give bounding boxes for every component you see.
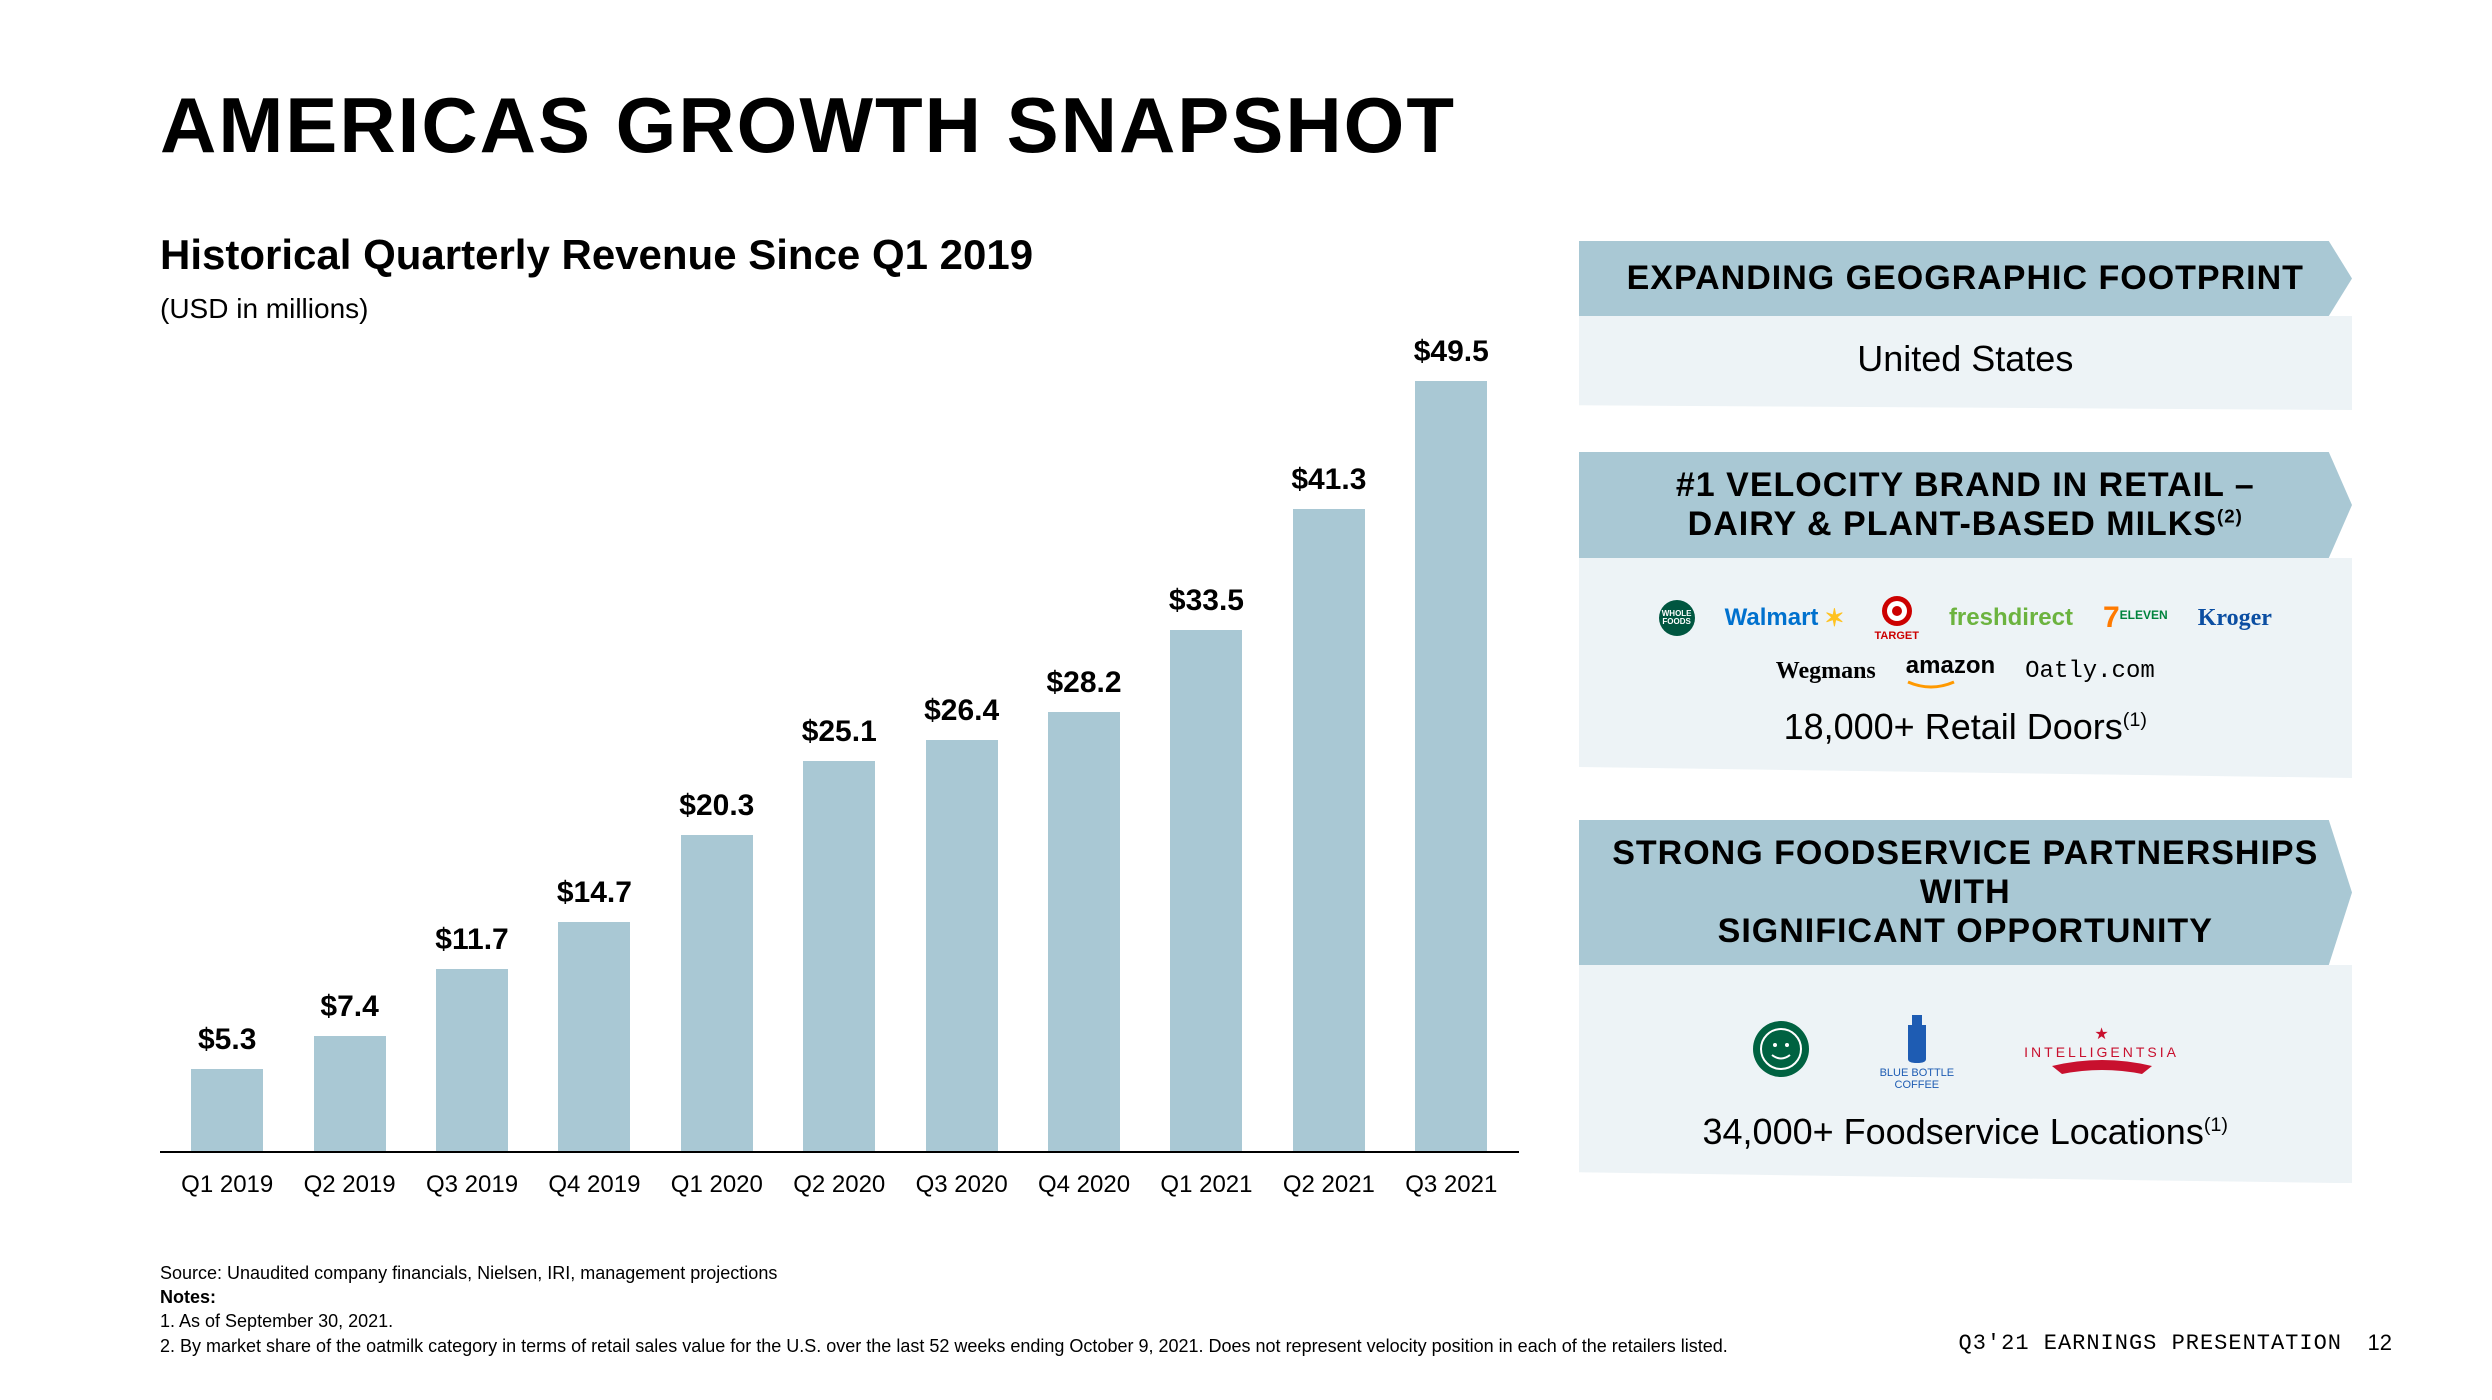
foodservice-foot-sup: (1)	[2204, 1114, 2228, 1136]
bar	[1048, 712, 1120, 1151]
foodservice-banner-line1: STRONG FOODSERVICE PARTNERSHIPS WITH	[1612, 834, 2318, 911]
bar	[1170, 630, 1242, 1151]
footer-right: Q3'21 EARNINGS PRESENTATION	[1959, 1331, 2342, 1356]
partner-logo: BLUE BOTTLECOFFEE	[1880, 1011, 1955, 1091]
bar-value-label: $49.5	[1414, 335, 1489, 369]
bar-value-label: $25.1	[802, 715, 877, 749]
velocity-banner-line1: #1 VELOCITY BRAND IN RETAIL –	[1676, 466, 2255, 504]
footer-page-number: 12	[2368, 1330, 2392, 1356]
bar-value-label: $5.3	[198, 1023, 256, 1057]
foodservice-foot-text: 34,000+ Foodservice Locations	[1703, 1111, 2204, 1152]
panel-velocity: WHOLEFOODS Walmart ✶ TARGET freshdirect 7ELE…	[1579, 558, 2352, 778]
retailer-logo: Oatly.com	[2025, 658, 2155, 685]
content-row: Historical Quarterly Revenue Since Q1 20…	[160, 231, 2352, 1225]
x-axis-label: Q2 2021	[1268, 1171, 1390, 1199]
bar-slot: $49.5	[1390, 381, 1512, 1151]
bar	[803, 761, 875, 1151]
bar-slot: $25.1	[778, 761, 900, 1151]
x-axis-label: Q1 2021	[1145, 1171, 1267, 1199]
side-column: EXPANDING GEOGRAPHIC FOOTPRINT United St…	[1579, 231, 2352, 1225]
retailer-logo: freshdirect	[1949, 604, 2073, 632]
bar-slot: $7.4	[288, 1036, 410, 1151]
bar-slot: $28.2	[1023, 712, 1145, 1151]
retailer-logo: TARGET	[1875, 594, 1919, 642]
bar	[1415, 381, 1487, 1151]
x-axis-label: Q1 2020	[656, 1171, 778, 1199]
bar	[558, 922, 630, 1151]
page-title: AMERICAS GROWTH SNAPSHOT	[160, 80, 2352, 171]
bar-value-label: $7.4	[320, 990, 378, 1024]
velocity-banner-line2: DAIRY & PLANT-BASED MILKS	[1688, 505, 2217, 543]
bar-value-label: $26.4	[924, 694, 999, 728]
bars-container: $5.3$7.4$11.7$14.7$20.3$25.1$26.4$28.2$3…	[160, 373, 1519, 1153]
chart-column: Historical Quarterly Revenue Since Q1 20…	[160, 231, 1519, 1225]
bar-value-label: $41.3	[1291, 463, 1366, 497]
bar	[191, 1069, 263, 1151]
panel-foodservice: BLUE BOTTLECOFFEE ★INTELLIGENTSIA 34,000+…	[1579, 965, 2352, 1183]
bar-chart: $5.3$7.4$11.7$14.7$20.3$25.1$26.4$28.2$3…	[160, 343, 1519, 1223]
bar	[926, 740, 998, 1151]
bar-slot: $41.3	[1268, 509, 1390, 1151]
bar	[1293, 509, 1365, 1151]
x-axis-label: Q3 2020	[900, 1171, 1022, 1199]
retailer-logo: Kroger	[2198, 605, 2272, 632]
x-axis-label: Q3 2019	[411, 1171, 533, 1199]
notes-label: Notes:	[160, 1285, 1960, 1309]
partner-logo	[1752, 1020, 1810, 1083]
banner-velocity: #1 VELOCITY BRAND IN RETAIL – DAIRY & PL…	[1579, 452, 2352, 558]
panel-geo: United States	[1579, 316, 2352, 410]
bar-slot: $14.7	[533, 922, 655, 1151]
chart-subtitle: (USD in millions)	[160, 293, 1519, 325]
bar-slot: $26.4	[900, 740, 1022, 1151]
bar-slot: $5.3	[166, 1069, 288, 1151]
bar-value-label: $28.2	[1047, 666, 1122, 700]
x-axis-label: Q3 2021	[1390, 1171, 1512, 1199]
bar-slot: $20.3	[656, 835, 778, 1151]
bar	[436, 969, 508, 1151]
bar-slot: $11.7	[411, 969, 533, 1151]
note-1: 1. As of September 30, 2021.	[160, 1309, 1960, 1333]
partners-row: BLUE BOTTLECOFFEE ★INTELLIGENTSIA	[1609, 1011, 2322, 1091]
bar-value-label: $11.7	[435, 923, 508, 957]
slide: AMERICAS GROWTH SNAPSHOT Historical Quar…	[0, 0, 2492, 1400]
x-axis-labels: Q1 2019Q2 2019Q3 2019Q4 2019Q1 2020Q2 20…	[160, 1171, 1519, 1199]
bar-value-label: $33.5	[1169, 584, 1244, 618]
velocity-foot-text: 18,000+ Retail Doors	[1784, 706, 2123, 747]
x-axis-label: Q2 2019	[288, 1171, 410, 1199]
note-2: 2. By market share of the oatmilk catego…	[160, 1334, 1960, 1358]
partner-logo: ★INTELLIGENTSIA	[2024, 1024, 2179, 1078]
notes-block: Source: Unaudited company financials, Ni…	[160, 1261, 1960, 1358]
retailer-logo: Walmart ✶	[1725, 604, 1845, 633]
retailer-logo: WHOLEFOODS	[1659, 600, 1695, 636]
bar	[681, 835, 753, 1151]
retailers-row: WHOLEFOODS Walmart ✶ TARGET freshdirect 7ELE…	[1609, 594, 2322, 690]
retailer-logo: Wegmans	[1776, 658, 1876, 685]
banner-geo: EXPANDING GEOGRAPHIC FOOTPRINT	[1579, 241, 2352, 316]
geo-body: United States	[1609, 338, 2322, 380]
x-axis-label: Q1 2019	[166, 1171, 288, 1199]
source-line: Source: Unaudited company financials, Ni…	[160, 1261, 1960, 1285]
bar-value-label: $20.3	[679, 789, 754, 823]
foodservice-footline: 34,000+ Foodservice Locations(1)	[1609, 1111, 2322, 1153]
velocity-footline: 18,000+ Retail Doors(1)	[1609, 706, 2322, 748]
banner-foodservice: STRONG FOODSERVICE PARTNERSHIPS WITH SIG…	[1579, 820, 2352, 965]
chart-title: Historical Quarterly Revenue Since Q1 20…	[160, 231, 1519, 279]
bar	[314, 1036, 386, 1151]
velocity-foot-sup: (1)	[2123, 709, 2147, 731]
retailer-logo: 7ELEVEN	[2103, 601, 2168, 635]
bar-value-label: $14.7	[557, 876, 632, 910]
retailer-logo: amazon	[1906, 652, 1995, 690]
foodservice-banner-line2: SIGNIFICANT OPPORTUNITY	[1718, 912, 2213, 950]
bar-slot: $33.5	[1145, 630, 1267, 1151]
x-axis-label: Q4 2020	[1023, 1171, 1145, 1199]
x-axis-label: Q4 2019	[533, 1171, 655, 1199]
x-axis-label: Q2 2020	[778, 1171, 900, 1199]
velocity-banner-sup: (2)	[2217, 506, 2243, 527]
